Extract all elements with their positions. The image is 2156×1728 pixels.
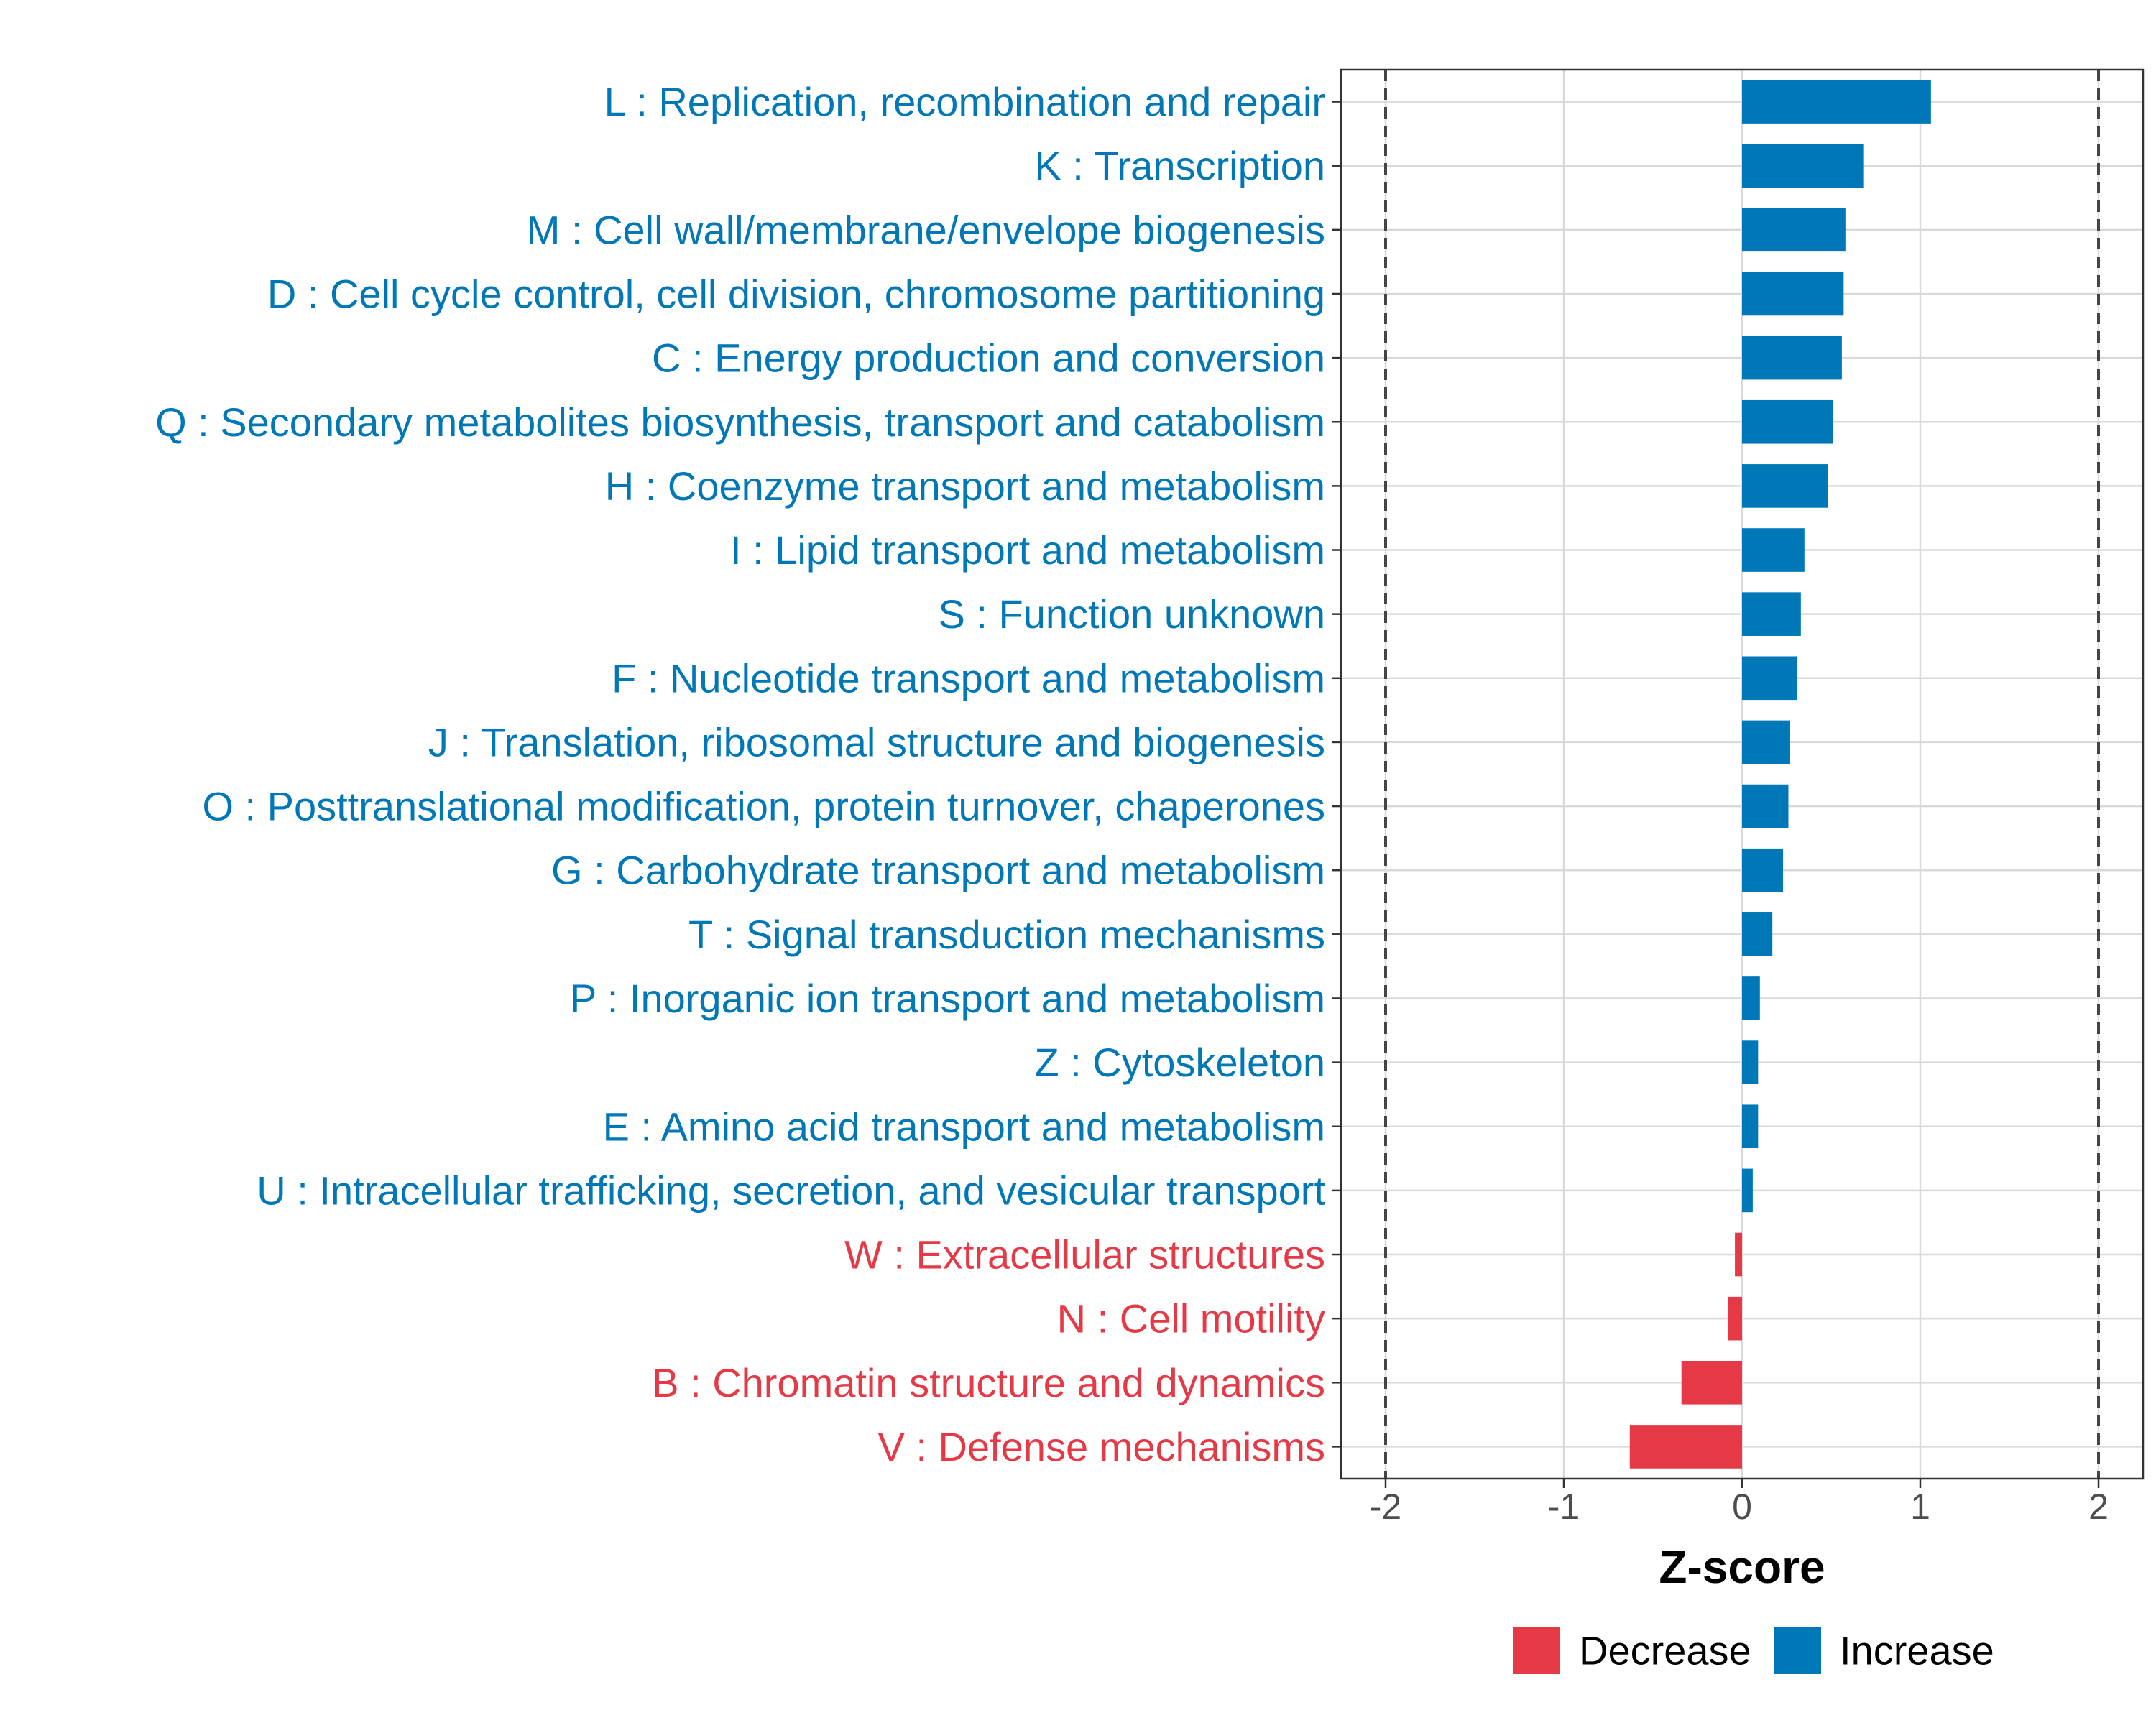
bar-increase (1742, 272, 1844, 316)
x-tick-labels: -2 -1 0 1 2 (1370, 1487, 2109, 1527)
bar-decrease (1629, 1425, 1742, 1469)
x-axis-ticks (1384, 1479, 2100, 1488)
category-label: F : Nucleotide transport and metabolism (612, 655, 1325, 701)
x-axis-title: Z-score (1659, 1541, 1825, 1593)
category-label: G : Carbohydrate transport and metabolis… (551, 848, 1325, 893)
bar-increase (1742, 592, 1801, 636)
category-label: C : Energy production and conversion (652, 336, 1325, 381)
bar-increase (1742, 656, 1797, 701)
bar-increase (1742, 208, 1846, 252)
bar-increase (1742, 848, 1784, 892)
bar-increase (1742, 1104, 1759, 1149)
bar-decrease (1681, 1360, 1742, 1405)
x-tick-label: 2 (2088, 1487, 2109, 1527)
bar-increase (1742, 144, 1864, 188)
reference-lines (1384, 70, 2100, 1479)
bars (1629, 80, 1931, 1469)
category-label: H : Coenzyme transport and metabolism (605, 463, 1325, 509)
category-label: I : Lipid transport and metabolism (730, 527, 1325, 573)
category-label: J : Translation, ribosomal structure and… (428, 719, 1325, 764)
legend-swatch-decrease (1513, 1627, 1560, 1674)
x-tick-label: -2 (1370, 1487, 1401, 1527)
category-label: U : Intracellular trafficking, secretion… (257, 1168, 1325, 1213)
bar-increase (1742, 912, 1773, 956)
bar-decrease (1735, 1232, 1742, 1277)
bar-increase (1742, 336, 1842, 380)
legend-swatch-increase (1774, 1627, 1821, 1674)
x-tick-label: 0 (1732, 1487, 1752, 1527)
category-label: T : Signal transduction mechanisms (688, 912, 1325, 957)
category-label: D : Cell cycle control, cell division, c… (267, 271, 1325, 316)
category-label: S : Function unknown (938, 591, 1325, 637)
category-label: V : Defense mechanisms (878, 1424, 1325, 1469)
bar-increase (1742, 80, 1931, 124)
category-label: M : Cell wall/membrane/envelope biogenes… (527, 207, 1325, 252)
bar-increase (1742, 528, 1805, 572)
category-label: P : Inorganic ion transport and metaboli… (570, 976, 1325, 1021)
category-label: K : Transcription (1034, 143, 1325, 188)
category-label: O : Posttranslational modification, prot… (202, 784, 1325, 829)
bar-increase (1742, 1040, 1759, 1084)
category-label: B : Chromatin structure and dynamics (652, 1360, 1325, 1405)
bar-increase (1742, 720, 1790, 764)
x-tick-label: -1 (1548, 1487, 1580, 1527)
bar-decrease (1728, 1296, 1742, 1341)
legend-label-decrease: Decrease (1579, 1628, 1751, 1673)
bar-increase (1742, 464, 1828, 508)
bar-increase (1742, 784, 1789, 828)
category-label: E : Amino acid transport and metabolism (603, 1104, 1325, 1149)
legend: Decrease Increase (1513, 1627, 1994, 1674)
category-label: Z : Cytoskeleton (1034, 1040, 1325, 1085)
x-tick-label: 1 (1910, 1487, 1930, 1527)
category-label: N : Cell motility (1057, 1296, 1325, 1341)
bar-increase (1742, 1168, 1753, 1213)
category-label: L : Replication, recombination and repai… (604, 79, 1325, 124)
y-axis-ticks (1332, 101, 1341, 1448)
bar-increase (1742, 976, 1760, 1020)
bar-increase (1742, 399, 1833, 444)
category-label: Q : Secondary metabolites biosynthesis, … (155, 399, 1325, 445)
legend-label-increase: Increase (1840, 1628, 1994, 1673)
category-labels: L : Replication, recombination and repai… (155, 79, 1325, 1469)
category-label: W : Extracellular structures (844, 1232, 1325, 1277)
